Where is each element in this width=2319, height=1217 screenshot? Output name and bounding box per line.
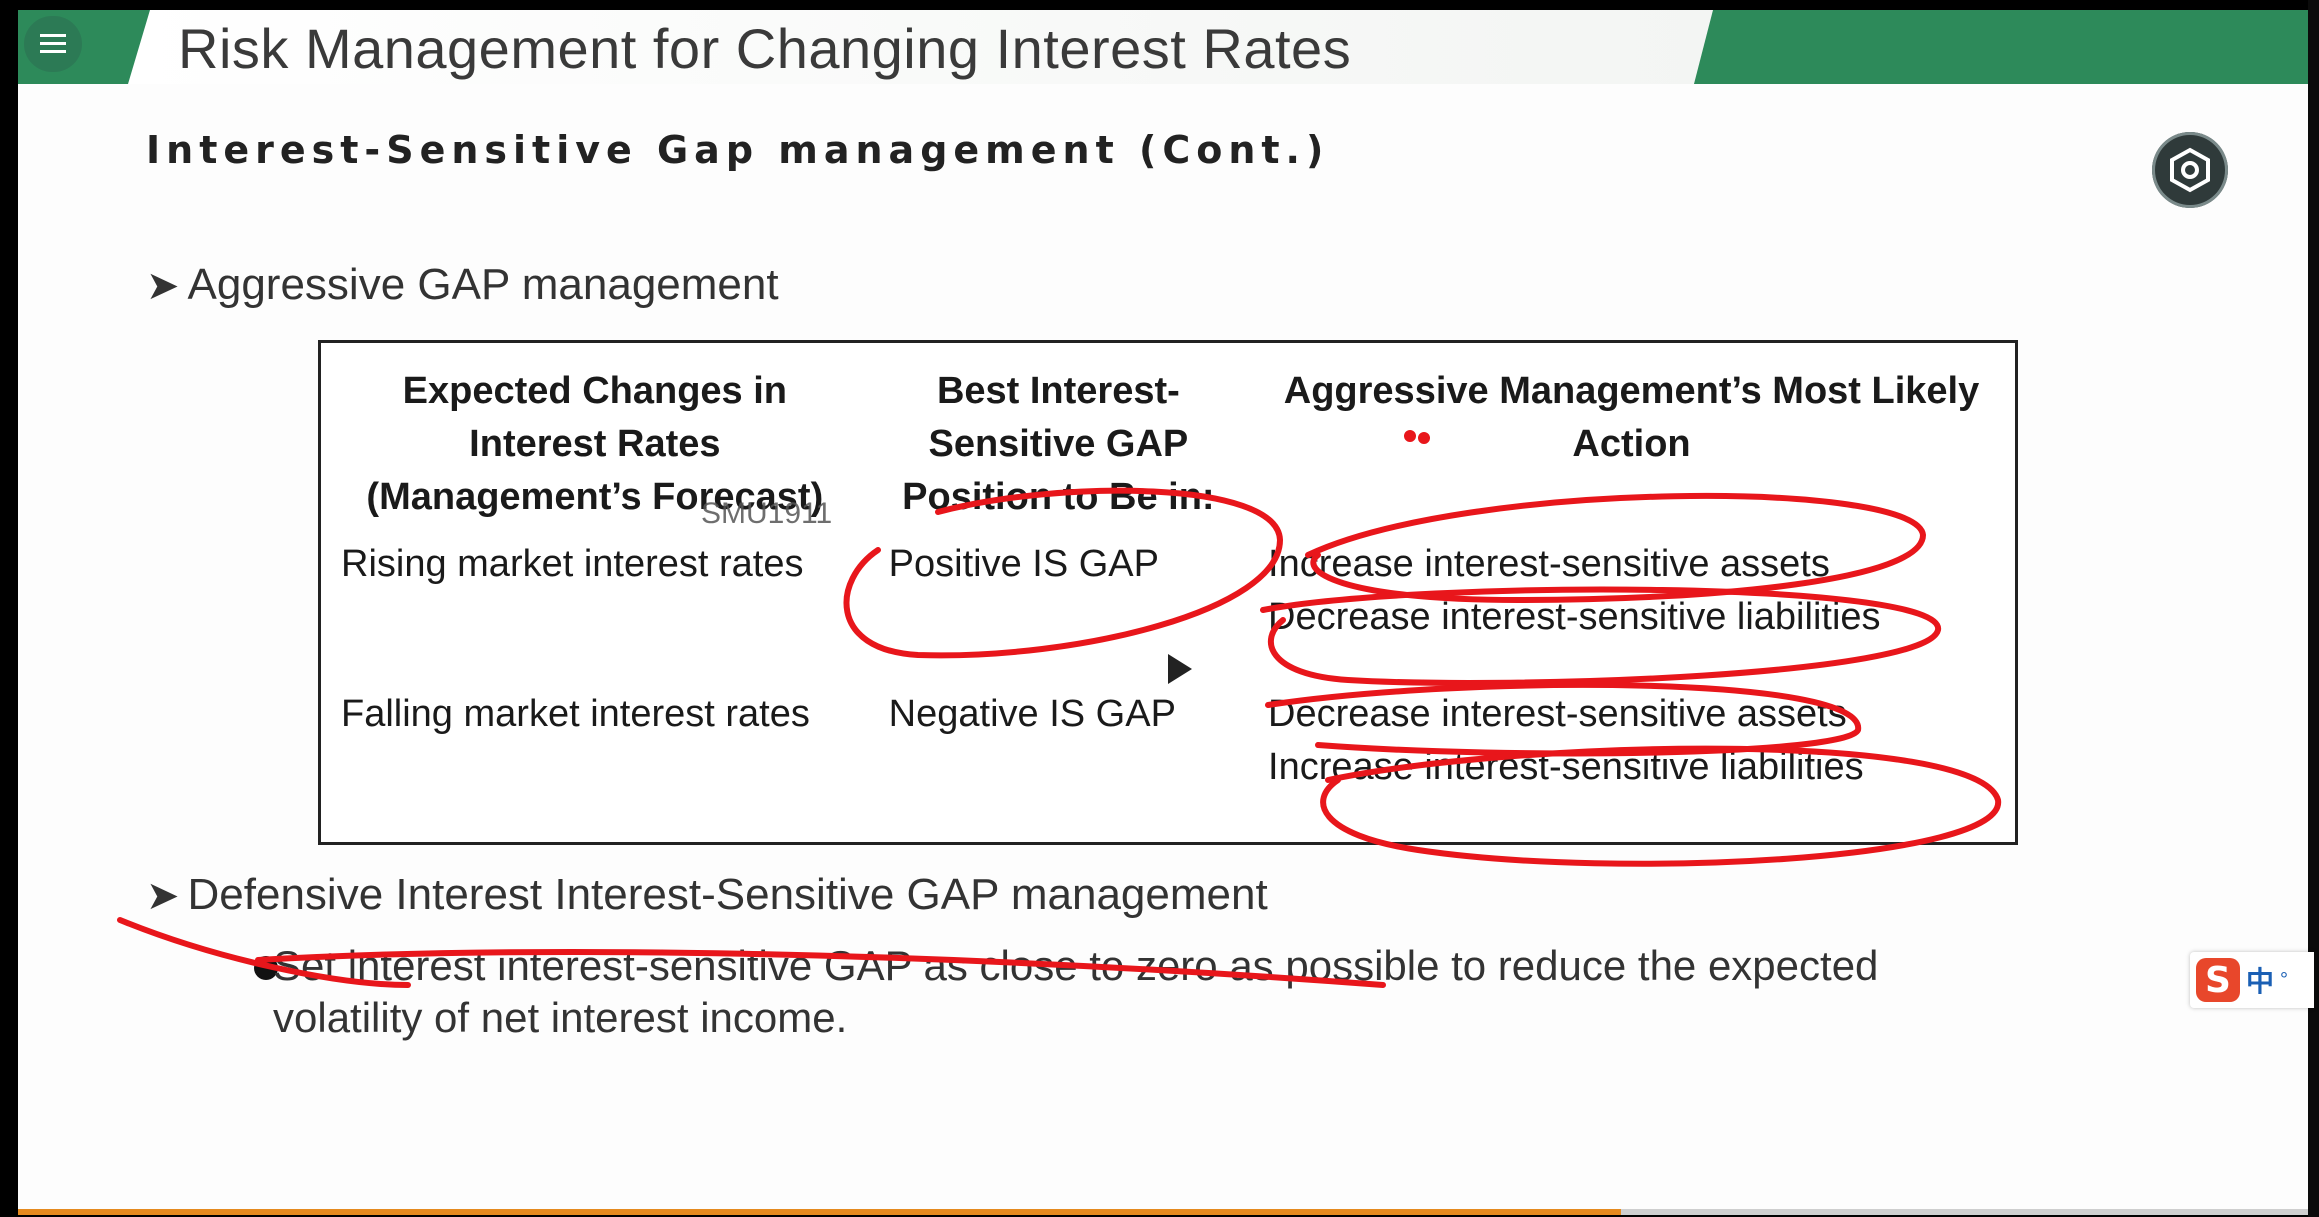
table-row: Falling market interest rates Negative I… bbox=[320, 682, 2017, 844]
header-line: Interest Rates bbox=[469, 423, 721, 465]
header-expected-changes: Expected Changes in Interest Rates (Mana… bbox=[320, 342, 869, 532]
bullet-defensive-text: Defensive Interest Interest-Sensitive GA… bbox=[187, 870, 1268, 919]
play-button[interactable] bbox=[1146, 636, 1212, 702]
arrow-bullet-icon: ➤ bbox=[146, 874, 180, 918]
action-line: Decrease interest-sensitive liabilities bbox=[1268, 595, 1881, 638]
settings-icon bbox=[2170, 147, 2210, 193]
gap-table: Expected Changes in Interest Rates (Mana… bbox=[318, 340, 2018, 845]
header-line: Position to Be in: bbox=[902, 476, 1215, 518]
ime-language-toggle[interactable]: 中 bbox=[2246, 965, 2275, 998]
header-aggressive-action: Aggressive Management’s Most Likely Acti… bbox=[1248, 342, 2016, 532]
bullet-aggressive: ➤ Aggressive GAP management bbox=[146, 260, 779, 310]
ime-punctuation-toggle[interactable]: ° bbox=[2280, 968, 2289, 991]
header-line: Sensitive GAP bbox=[928, 423, 1189, 465]
header-line: Best Interest- bbox=[936, 370, 1180, 412]
slide-subtitle: Interest-Sensitive Gap management (Cont.… bbox=[146, 128, 1330, 172]
title-panel bbox=[128, 10, 1713, 84]
settings-button[interactable] bbox=[2152, 132, 2228, 208]
header-line: Action bbox=[1572, 423, 1691, 465]
video-progress-fill bbox=[18, 1209, 1621, 1215]
ime-toolbar[interactable]: S 中 ° bbox=[2190, 952, 2314, 1008]
bullet-aggressive-text: Aggressive GAP management bbox=[187, 260, 779, 309]
screen-border bbox=[2308, 0, 2319, 1217]
hamburger-menu-icon bbox=[40, 34, 66, 54]
header-line: Expected Changes in bbox=[402, 370, 787, 412]
bullet-defensive: ➤ Defensive Interest Interest-Sensitive G… bbox=[146, 870, 1268, 920]
slide-title: Risk Management for Changing Interest Ra… bbox=[178, 17, 1352, 80]
header-best-gap: Best Interest- Sensitive GAP Position to… bbox=[869, 342, 1248, 532]
sub-bullet-line: volatility of net interest income. bbox=[273, 994, 848, 1041]
header-line: (Management’s Forecast) bbox=[366, 476, 824, 518]
cell-actions: Increase interest-sensitive assets Decre… bbox=[1248, 532, 2016, 682]
play-icon bbox=[1168, 654, 1192, 684]
arrow-bullet-icon: ➤ bbox=[146, 264, 180, 308]
action-line: Decrease interest-sensitive assets bbox=[1268, 692, 1847, 735]
cell-forecast: Rising market interest rates bbox=[341, 542, 804, 585]
sogou-ime-logo-icon[interactable]: S bbox=[2196, 958, 2240, 1002]
video-progress-bar[interactable] bbox=[18, 1209, 2308, 1215]
sub-bullet-text: Set interest interest-sensitive GAP as c… bbox=[273, 940, 2133, 1044]
action-line: Increase interest-sensitive assets bbox=[1268, 542, 1830, 585]
cell-actions: Decrease interest-sensitive assets Incre… bbox=[1248, 682, 2016, 844]
action-line: Increase interest-sensitive liabilities bbox=[1268, 745, 1864, 788]
cell-forecast: Falling market interest rates bbox=[341, 692, 810, 735]
watermark: SMU1911 bbox=[701, 497, 833, 530]
cell-position: Negative IS GAP bbox=[888, 692, 1176, 735]
sub-bullet-line: Set interest interest-sensitive GAP as c… bbox=[273, 942, 1879, 989]
menu-button[interactable] bbox=[24, 16, 82, 72]
header-line: Aggressive Management’s Most Likely bbox=[1283, 370, 1980, 412]
slide: Risk Management for Changing Interest Ra… bbox=[18, 10, 2308, 1213]
